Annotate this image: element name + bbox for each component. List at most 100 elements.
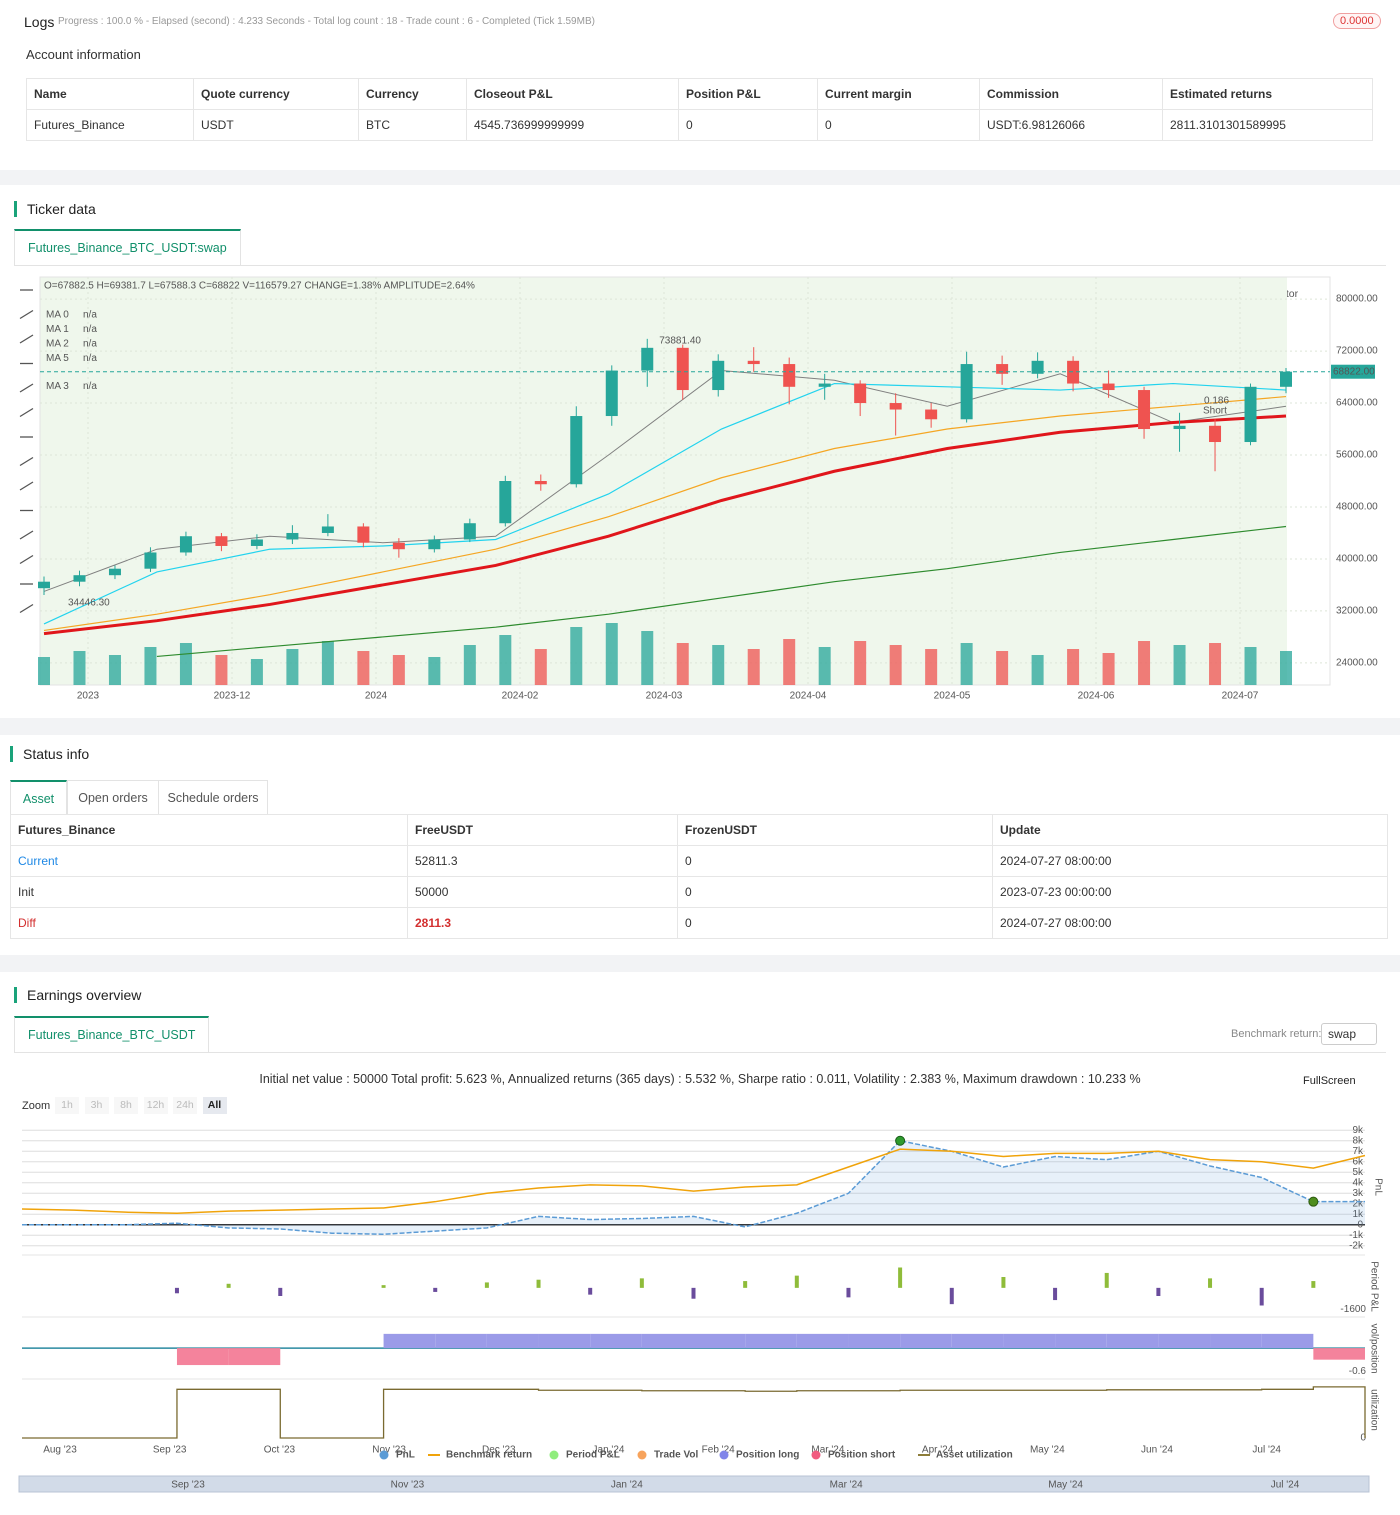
x-tick-label: 2023 bbox=[77, 691, 100, 702]
volume-bar bbox=[1031, 655, 1044, 685]
position-bar bbox=[1261, 1333, 1314, 1349]
y-tick-label: 32000.00 bbox=[1336, 606, 1378, 617]
fullscreen[interactable]: FullScreen bbox=[1303, 1075, 1356, 1087]
volume-bar bbox=[747, 649, 760, 685]
volume-bar bbox=[73, 651, 86, 685]
position-bar bbox=[1055, 1333, 1107, 1349]
tool-icon bbox=[19, 456, 34, 467]
legend-label: PnL bbox=[396, 1450, 415, 1461]
low-label: 34446.30 bbox=[68, 598, 110, 609]
period-bar bbox=[949, 1287, 954, 1305]
pnl-area bbox=[22, 1140, 1365, 1235]
candle-body bbox=[357, 526, 370, 543]
position-bar bbox=[228, 1348, 281, 1366]
legend-swatch bbox=[379, 1450, 389, 1460]
candle-body bbox=[499, 481, 512, 524]
badge: 0.0000 bbox=[1333, 13, 1381, 29]
zoom-button[interactable]: 8h bbox=[114, 1097, 138, 1114]
zoom-button[interactable]: 24h bbox=[173, 1097, 197, 1114]
cell: Futures_Binance bbox=[26, 109, 194, 141]
period-bar bbox=[536, 1279, 541, 1288]
ohlc-text: O=67882.5 H=69381.7 L=67588.3 C=68822 V=… bbox=[44, 281, 475, 292]
ma-value: n/a bbox=[83, 310, 97, 321]
status-tab[interactable]: Open orders bbox=[67, 780, 159, 815]
cell: 0 bbox=[678, 109, 818, 141]
ticker-tab[interactable]: Futures_Binance_BTC_USDT:swap bbox=[14, 229, 241, 265]
cell: 2811.3 bbox=[407, 907, 678, 939]
zoom-button[interactable]: 1h bbox=[55, 1097, 79, 1114]
period-bar bbox=[794, 1275, 799, 1288]
earnings-tab[interactable]: Futures_Binance_BTC_USDT bbox=[14, 1016, 210, 1052]
volume-bar bbox=[1244, 647, 1257, 685]
volume-bar bbox=[960, 643, 973, 685]
navigator-label: Mar '24 bbox=[830, 1480, 863, 1491]
period-bar bbox=[1156, 1287, 1161, 1296]
position-bar bbox=[1158, 1333, 1211, 1349]
candle-body bbox=[676, 347, 689, 391]
volume-bar bbox=[1102, 653, 1115, 685]
legend-swatch bbox=[719, 1450, 729, 1460]
divider bbox=[14, 265, 1386, 266]
status-tab[interactable]: Schedule orders bbox=[158, 780, 268, 815]
cell: 0 bbox=[677, 876, 993, 908]
end-marker bbox=[1308, 1196, 1319, 1207]
volume-bar bbox=[605, 623, 618, 685]
position-bar bbox=[951, 1333, 1004, 1349]
volume-bar bbox=[38, 657, 50, 685]
position-bar bbox=[435, 1333, 487, 1349]
benchmark-select[interactable]: swap bbox=[1321, 1023, 1377, 1045]
volume-bar bbox=[783, 639, 796, 685]
y-axis-title: PnL bbox=[1372, 1178, 1383, 1196]
cell: 0 bbox=[677, 907, 993, 939]
row: Futures_Binance USDT BTC 4545.736999999999 0… bbox=[26, 109, 1373, 141]
zoom-button[interactable]: 3h bbox=[84, 1097, 109, 1114]
candle-body bbox=[889, 403, 902, 410]
navigator-label: Jan '24 bbox=[611, 1480, 643, 1491]
volume-bar bbox=[250, 659, 263, 685]
tool-icon bbox=[19, 334, 34, 344]
zoom-button[interactable]: All bbox=[202, 1097, 227, 1114]
legend-label: Position short bbox=[828, 1450, 896, 1461]
candle-body bbox=[996, 364, 1009, 374]
header-cell: Commission bbox=[979, 78, 1163, 110]
period-bar bbox=[1259, 1287, 1264, 1306]
earnings-header: Initial net value : 50000 Total profit: … bbox=[259, 1072, 1141, 1086]
y-tick-label: 0 bbox=[1360, 1433, 1366, 1444]
volume-bar bbox=[712, 645, 725, 685]
navigator-label: May '24 bbox=[1048, 1480, 1083, 1491]
status-section: Status info Asset Open orders Schedule ord… bbox=[0, 735, 1400, 955]
y-tick-label: 1k bbox=[1352, 1209, 1364, 1220]
period-bar bbox=[898, 1267, 903, 1288]
candle-body bbox=[712, 360, 725, 391]
cell: 2811.3101301589995 bbox=[1162, 109, 1373, 141]
candle-body bbox=[1138, 390, 1151, 430]
high-label: 73881.40 bbox=[659, 335, 701, 346]
y-tick-label: 8k bbox=[1352, 1135, 1364, 1146]
y-tick-label: 72000.00 bbox=[1336, 346, 1378, 357]
zoom-button[interactable]: 12h bbox=[143, 1097, 168, 1114]
tool-icon bbox=[19, 554, 34, 565]
x-tick-label: Oct '23 bbox=[264, 1445, 296, 1456]
candle-body bbox=[144, 552, 157, 569]
ma-line bbox=[43, 382, 1287, 625]
progress: Progress : 100.0 % - Elapsed (second) : … bbox=[58, 16, 595, 27]
x-tick-label: 2024-04 bbox=[790, 691, 827, 702]
ma-value: n/a bbox=[83, 338, 97, 349]
position-bar bbox=[693, 1333, 746, 1349]
position-bar bbox=[848, 1333, 901, 1349]
candle-body bbox=[286, 532, 299, 540]
candle-body bbox=[73, 575, 86, 582]
y-tick-label: 6k bbox=[1352, 1156, 1364, 1167]
candle-body bbox=[321, 526, 334, 533]
tool-icon bbox=[19, 530, 34, 540]
tool-icon bbox=[19, 309, 34, 320]
status-table: Futures_Binance FreeUSDT FrozenUSDT Update C… bbox=[10, 814, 1388, 939]
period-bar bbox=[433, 1287, 438, 1292]
y-tick-label: 0 bbox=[1357, 1219, 1363, 1230]
cell: Diff bbox=[10, 907, 408, 939]
status-tab[interactable]: Asset bbox=[10, 780, 67, 816]
position-bar bbox=[1106, 1333, 1159, 1349]
tool-icon bbox=[19, 407, 34, 418]
account-title: Account information bbox=[26, 47, 141, 62]
volume-bar bbox=[392, 655, 405, 685]
